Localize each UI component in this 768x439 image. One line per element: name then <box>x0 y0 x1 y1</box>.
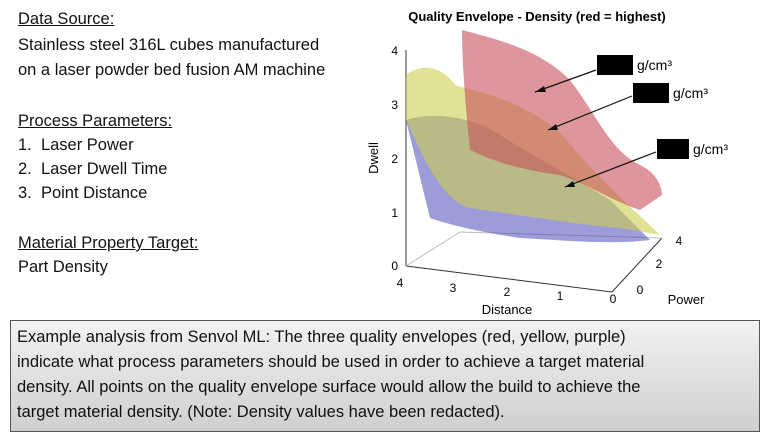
tick-label: 1 <box>391 206 398 220</box>
axis-label: Dwell <box>366 142 381 174</box>
heading: Data Source: <box>18 10 115 28</box>
text-line: on a laser powder bed fusion AM machine <box>18 61 326 79</box>
unit-label: g/cm³ <box>693 141 728 157</box>
caption-line: Example analysis from Senvol ML: The thr… <box>17 328 626 346</box>
unit-label: g/cm³ <box>673 85 708 101</box>
text-line: Stainless steel 316L cubes manufactured <box>18 36 320 54</box>
caption-line: density. All points on the quality envel… <box>17 378 641 396</box>
tick-label: 4 <box>676 234 683 248</box>
redaction <box>633 83 669 103</box>
tick-label: 2 <box>504 285 511 299</box>
heading: Process Parameters: <box>18 112 173 130</box>
z-ticks: 0 1 2 3 4 <box>391 44 398 273</box>
red-envelope <box>462 30 662 210</box>
caption-box: Example analysis from Senvol ML: The thr… <box>10 320 760 432</box>
surface-plot: Quality Envelope - Density (red = highes… <box>366 9 728 317</box>
x-ticks: 4 3 2 1 0 <box>397 276 617 306</box>
y-ticks: 0 2 4 <box>637 234 683 297</box>
tick-label: 3 <box>391 98 398 112</box>
tick-label: 0 <box>610 292 617 306</box>
tick-label: 2 <box>391 152 398 166</box>
item-text: Point Distance <box>40 184 148 202</box>
redaction <box>597 55 633 75</box>
heading: Material Property Target: <box>18 234 199 252</box>
list-item: 3. Point Distance <box>18 184 148 202</box>
caption-line: target material density. (Note: Density … <box>17 403 505 421</box>
redaction <box>657 139 689 159</box>
item-text: Laser Power <box>40 136 134 154</box>
list-item: 2. Laser Dwell Time <box>18 160 168 178</box>
plot-title: Quality Envelope - Density (red = highes… <box>408 9 666 24</box>
tick-label: 2 <box>656 257 663 271</box>
tick-label: 0 <box>391 259 398 273</box>
tick-label: 4 <box>391 44 398 58</box>
item-text: Laser Dwell Time <box>40 160 168 178</box>
tick-label: 3 <box>450 281 457 295</box>
tick-label: 4 <box>397 276 404 290</box>
tick-label: 1 <box>557 289 564 303</box>
list-item: 1. Laser Power <box>18 136 134 154</box>
axis-label: Distance <box>482 302 533 317</box>
arrowheads <box>535 86 575 187</box>
tick-label: 0 <box>637 283 644 297</box>
axis-label: Power <box>668 292 706 307</box>
unit-label: g/cm³ <box>637 57 672 73</box>
text-line: Part Density <box>18 258 108 276</box>
arrows <box>534 69 657 188</box>
caption-line: indicate what process parameters should … <box>17 353 645 371</box>
